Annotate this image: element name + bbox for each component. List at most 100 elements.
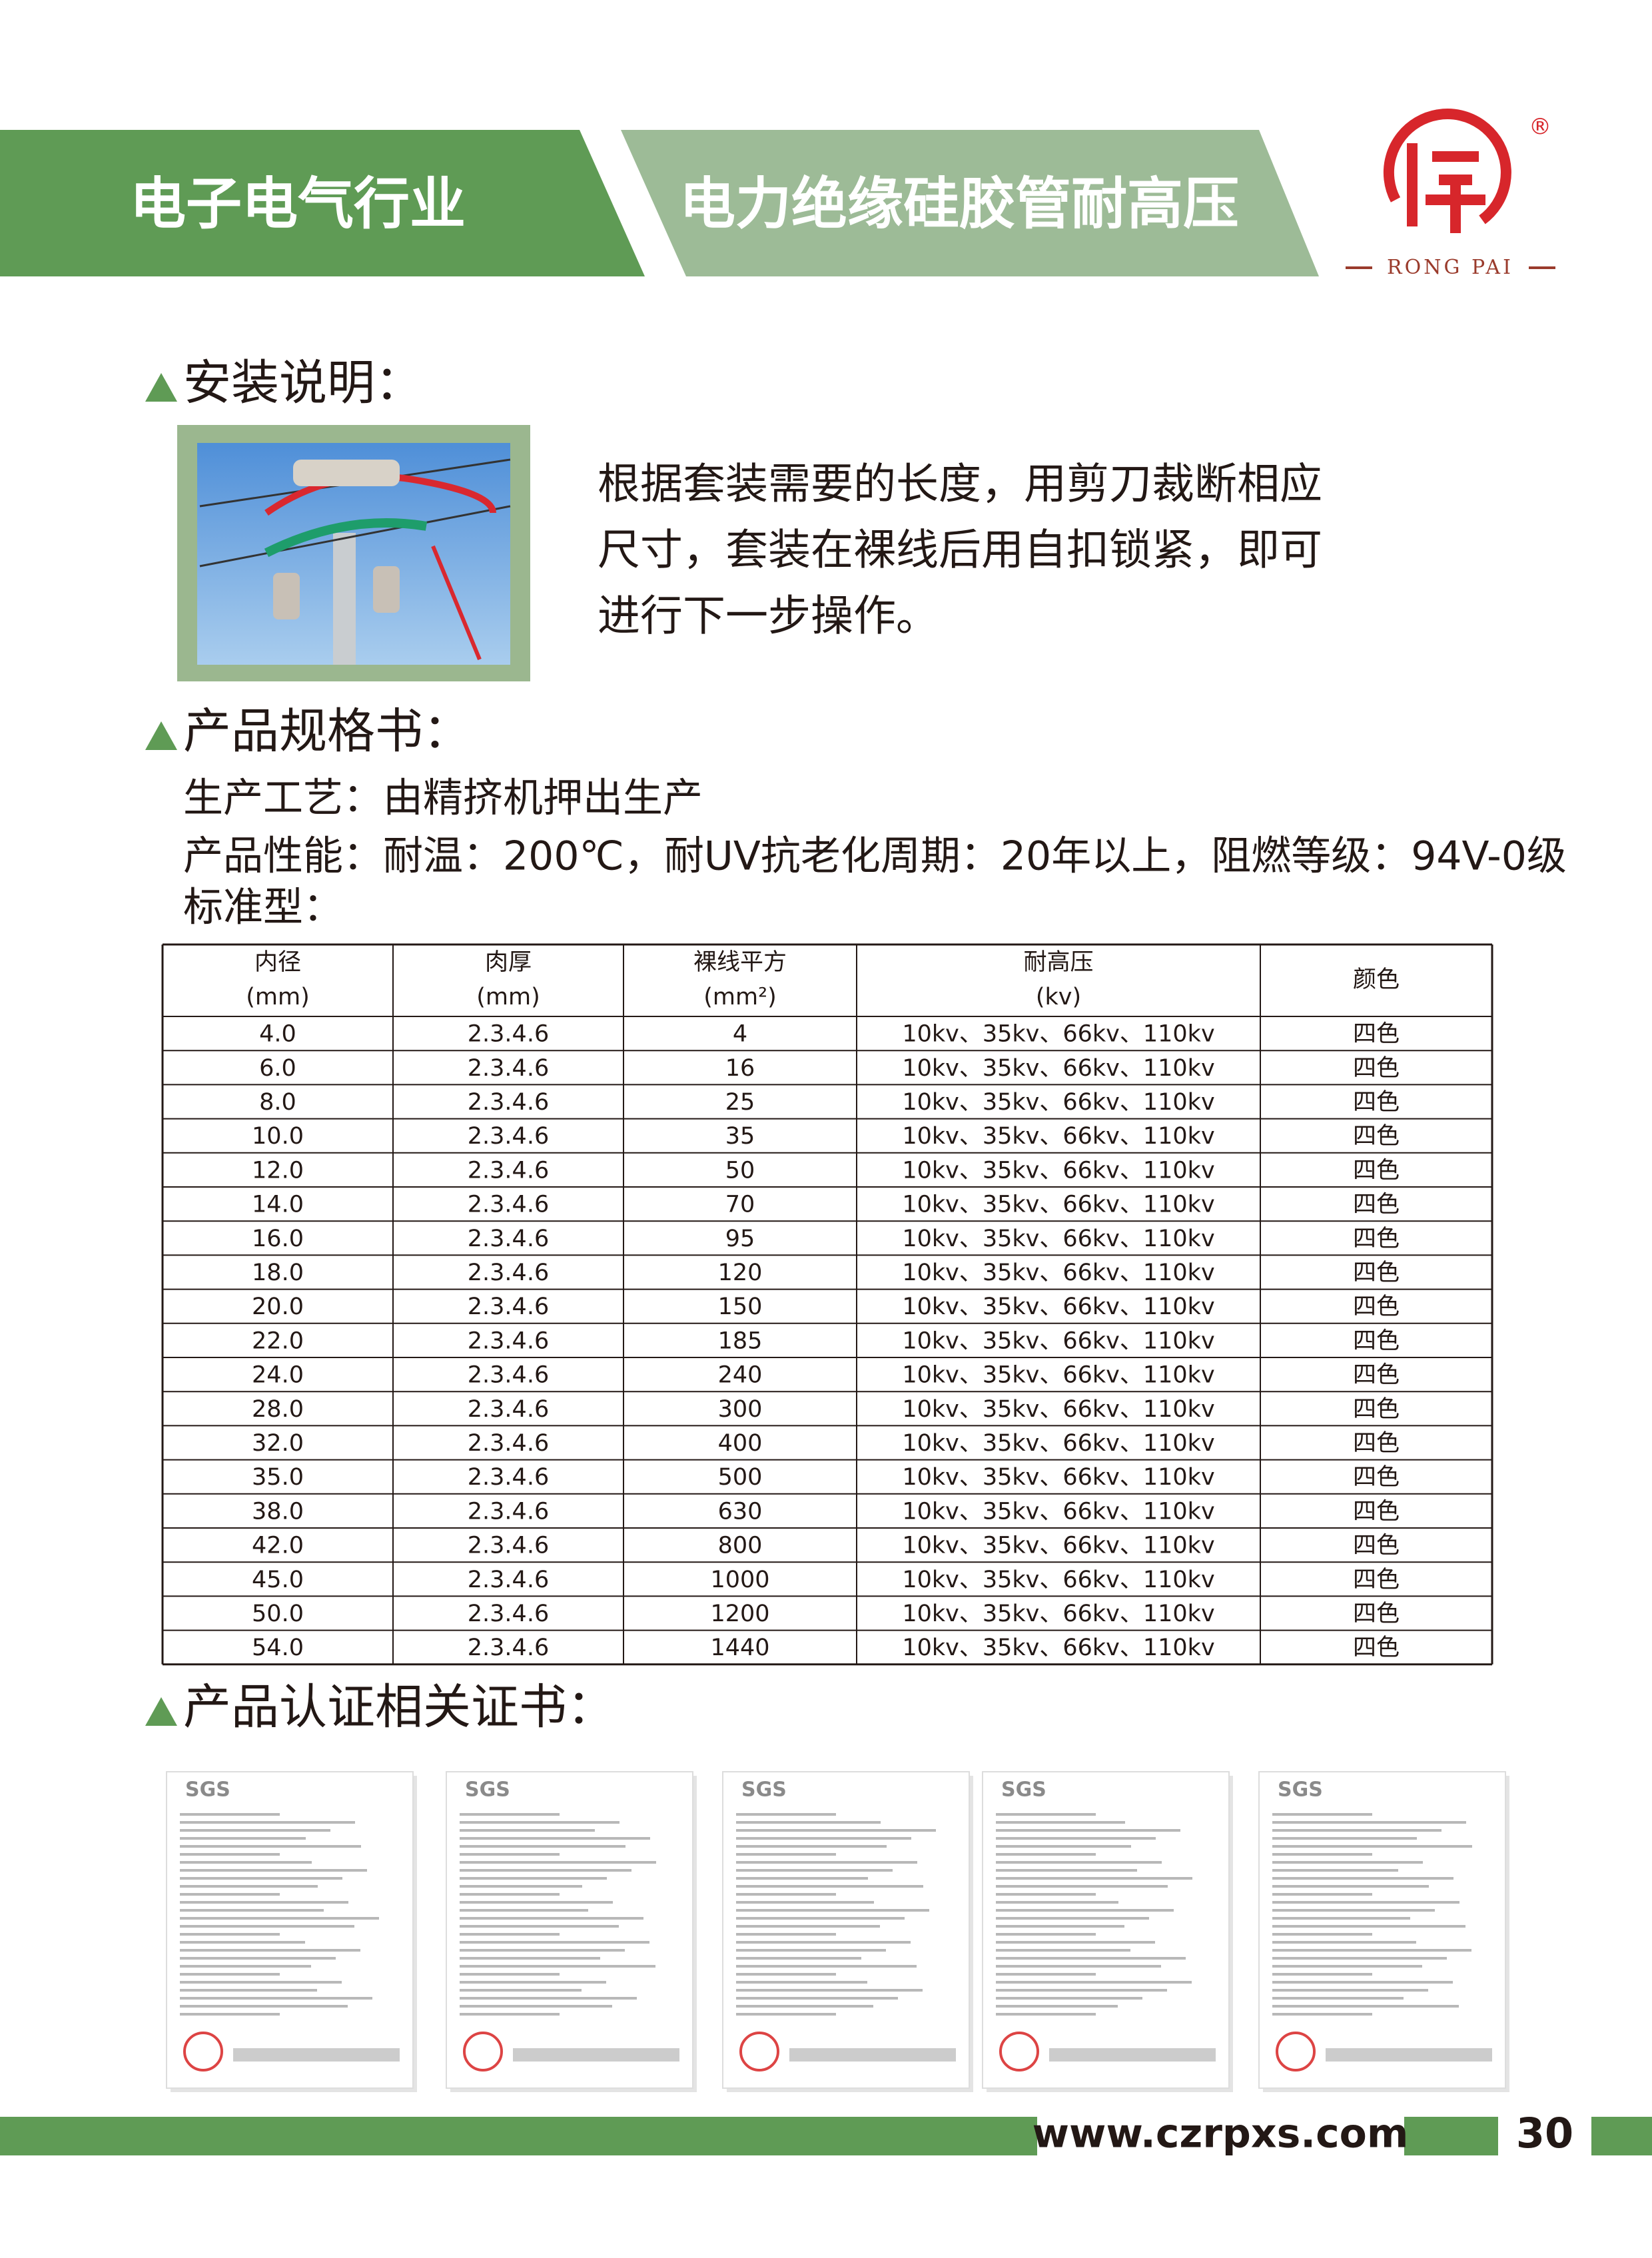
table-cell: 四色 bbox=[1353, 1533, 1400, 1559]
table-cell: 10kv、35kv、66kv、110kv bbox=[902, 1533, 1214, 1559]
certificate-line bbox=[460, 1885, 582, 1888]
table-cell: 2.3.4.6 bbox=[468, 1396, 549, 1423]
certificate-line bbox=[460, 1917, 643, 1920]
certificate-line bbox=[996, 1909, 1174, 1912]
table-cell: 10kv、35kv、66kv、110kv bbox=[902, 1464, 1214, 1491]
table-header: (mm) bbox=[246, 984, 310, 1010]
table-cell: 四色 bbox=[1353, 1498, 1400, 1525]
certificate-line bbox=[996, 1941, 1155, 1944]
certificate-line bbox=[180, 1853, 280, 1856]
certificate-line bbox=[460, 1997, 637, 2000]
table-cell: 2.3.4.6 bbox=[468, 1362, 549, 1389]
certificate-line bbox=[1272, 1949, 1471, 1952]
certificate-line bbox=[460, 1821, 620, 1824]
table-cell: 70 bbox=[725, 1192, 755, 1218]
certificate-line bbox=[180, 1861, 312, 1864]
certificate-line bbox=[1272, 1917, 1410, 1920]
certificate-line bbox=[736, 1845, 887, 1848]
table-cell: 1200 bbox=[710, 1601, 769, 1627]
certificate-line bbox=[1272, 1885, 1429, 1888]
table-cell: 10kv、35kv、66kv、110kv bbox=[902, 1567, 1214, 1593]
table-cell: 四色 bbox=[1353, 1327, 1400, 1354]
table-cell: 四色 bbox=[1353, 1362, 1400, 1389]
certificate-line bbox=[460, 1877, 607, 1880]
table-cell: 2.3.4.6 bbox=[468, 1327, 549, 1354]
certificate-line bbox=[180, 1949, 360, 1952]
install-photo bbox=[177, 425, 530, 681]
table-cell: 四色 bbox=[1353, 1055, 1400, 1082]
certificate-line bbox=[736, 2013, 836, 2016]
certificate bbox=[166, 1771, 414, 2089]
table-cell: 10kv、35kv、66kv、110kv bbox=[902, 1601, 1214, 1627]
certificate-line bbox=[996, 1973, 1096, 1976]
table-cell: 10kv、35kv、66kv、110kv bbox=[902, 1021, 1214, 1048]
table-cell: 300 bbox=[718, 1396, 763, 1423]
certificate-footer bbox=[789, 2048, 956, 2062]
install-text: 进行下一步操作。 bbox=[598, 592, 939, 641]
table-cell: 2.3.4.6 bbox=[468, 1055, 549, 1082]
certificate-logo: SGS bbox=[185, 1778, 230, 1802]
certificate-line bbox=[460, 1965, 655, 1968]
table-cell: 1440 bbox=[710, 1635, 769, 1661]
table-cell: 2.3.4.6 bbox=[468, 1089, 549, 1116]
certificate-line bbox=[736, 1893, 836, 1896]
table-cell: 32.0 bbox=[252, 1430, 304, 1457]
table-cell: 20.0 bbox=[252, 1294, 304, 1320]
certificate-line bbox=[1272, 1893, 1372, 1896]
website: www.czrpxs.com bbox=[1032, 2111, 1409, 2157]
table-cell: 10kv、35kv、66kv、110kv bbox=[902, 1260, 1214, 1286]
table-cell: 6.0 bbox=[259, 1055, 296, 1082]
table-header: 耐高压 bbox=[1023, 949, 1093, 976]
table-cell: 240 bbox=[718, 1362, 763, 1389]
certificate-line bbox=[736, 1885, 923, 1888]
table-header: 颜色 bbox=[1353, 966, 1400, 993]
certificate-line bbox=[460, 1861, 656, 1864]
certificate-line bbox=[460, 1957, 600, 1960]
table-cell: 10kv、35kv、66kv、110kv bbox=[902, 1123, 1214, 1150]
certificate-line bbox=[180, 1973, 280, 1976]
certificate-line bbox=[1272, 1853, 1372, 1856]
certificate-line bbox=[736, 1813, 836, 1816]
table-cell: 35.0 bbox=[252, 1464, 304, 1491]
table-cell: 2.3.4.6 bbox=[468, 1635, 549, 1661]
certificate-line bbox=[180, 1997, 372, 2000]
heading-marker bbox=[145, 373, 177, 402]
certificate-line bbox=[996, 1821, 1125, 1824]
certificate-line bbox=[460, 1925, 619, 1928]
certificate-footer bbox=[1326, 2048, 1492, 2062]
certificate-line bbox=[996, 1869, 1137, 1872]
table-cell: 400 bbox=[718, 1430, 763, 1457]
certificate-line bbox=[180, 1941, 305, 1944]
table-cell: 四色 bbox=[1353, 1464, 1400, 1491]
table-cell: 95 bbox=[725, 1226, 755, 1252]
certificate-line bbox=[180, 1909, 324, 1912]
table-cell: 2.3.4.6 bbox=[468, 1226, 549, 1252]
certificate-line bbox=[736, 1909, 929, 1912]
table-cell: 45.0 bbox=[252, 1567, 304, 1593]
heading-marker bbox=[145, 721, 177, 750]
table-cell: 四色 bbox=[1353, 1089, 1400, 1116]
certificate-line bbox=[1272, 2013, 1372, 2016]
certificate-seal bbox=[183, 2032, 223, 2071]
table-cell: 10kv、35kv、66kv、110kv bbox=[902, 1294, 1214, 1320]
certificate-line bbox=[996, 1965, 1161, 1968]
certificate-line bbox=[996, 1893, 1096, 1896]
heading-marker bbox=[145, 1697, 177, 1726]
spec-line: 产品性能：耐温：200℃，耐UV抗老化周期：20年以上，阻燃等级：94V-0级 bbox=[183, 833, 1567, 880]
certificate-footer bbox=[233, 2048, 400, 2062]
header-band-right bbox=[621, 130, 1319, 276]
certificate-line bbox=[996, 1877, 1192, 1880]
certificate-line bbox=[1272, 1877, 1453, 1880]
spec-line: 生产工艺：由精挤机押出生产 bbox=[183, 775, 703, 822]
certificate-line bbox=[1272, 1909, 1435, 1912]
certificate-line bbox=[180, 1885, 318, 1888]
footer-band bbox=[1591, 2117, 1652, 2155]
table-cell: 10kv、35kv、66kv、110kv bbox=[902, 1327, 1214, 1354]
product-title: 电力绝缘硅胶管耐高压 bbox=[679, 171, 1239, 236]
certificate-line bbox=[736, 1821, 881, 1824]
certificate-line bbox=[180, 1893, 280, 1896]
certificate-footer bbox=[513, 2048, 679, 2062]
certificate-line bbox=[736, 1829, 936, 1832]
